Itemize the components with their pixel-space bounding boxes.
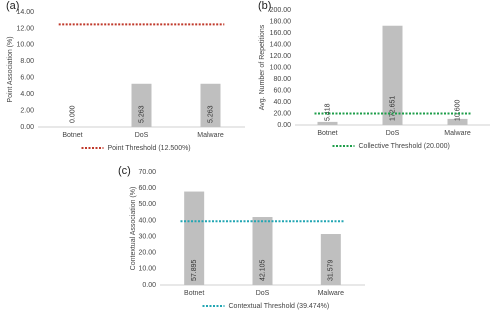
x-tick-label: Botnet — [62, 132, 82, 139]
x-tick-label: DoS — [256, 290, 270, 297]
x-tick-label: Botnet — [184, 290, 204, 297]
value-label: 10.600 — [454, 99, 461, 121]
bar — [131, 83, 152, 127]
y-tick-label: 200.00 — [270, 7, 292, 14]
y-tick-label: 12.00 — [16, 25, 34, 32]
value-label: 57.895 — [191, 259, 198, 281]
y-axis-title: Avg. Number of Repetitions — [259, 24, 266, 110]
bar — [200, 83, 221, 127]
value-label: 31.579 — [328, 259, 335, 281]
x-tick-label: Botnet — [317, 130, 337, 137]
y-tick-label: 20.00 — [138, 250, 156, 257]
y-tick-label: 160.00 — [270, 30, 292, 37]
value-label: 172.651 — [389, 96, 396, 121]
value-label: 0.000 — [69, 105, 76, 123]
y-tick-label: 0.00 — [142, 282, 156, 289]
x-tick-label: Malware — [197, 132, 224, 139]
panel-label: (a) — [6, 0, 19, 12]
bar — [317, 121, 338, 125]
y-tick-label: 50.00 — [138, 201, 156, 208]
x-tick-label: Malware — [444, 130, 471, 137]
y-tick-label: 30.00 — [138, 233, 156, 240]
y-axis-title: Contextual Association (%) — [130, 187, 137, 271]
y-tick-label: 0.00 — [20, 124, 34, 131]
y-tick-label: 20.00 — [273, 110, 291, 117]
y-tick-label: 120.00 — [270, 53, 292, 60]
panel-label: (b) — [258, 0, 271, 12]
y-tick-label: 60.00 — [273, 87, 291, 94]
y-tick-label: 0.00 — [277, 122, 291, 129]
legend-label: Collective Threshold (20.000) — [359, 143, 450, 150]
y-tick-label: 6.00 — [20, 75, 34, 82]
y-tick-label: 2.00 — [20, 107, 34, 114]
panel-label: (c) — [118, 165, 131, 177]
y-tick-label: 140.00 — [270, 41, 292, 48]
y-tick-label: 8.00 — [20, 58, 34, 65]
value-label: 5.418 — [324, 103, 331, 121]
legend-label: Point Threshold (12.500%) — [108, 145, 191, 152]
legend-label: Contextual Threshold (39.474%) — [229, 303, 330, 310]
x-tick-label: DoS — [135, 132, 149, 139]
y-tick-label: 10.00 — [16, 42, 34, 49]
value-label: 5.263 — [207, 105, 214, 123]
y-tick-label: 40.00 — [273, 99, 291, 106]
y-axis-title: Point Association (%) — [7, 36, 14, 102]
y-tick-label: 10.00 — [138, 266, 156, 273]
y-tick-label: 80.00 — [273, 76, 291, 83]
y-tick-label: 70.00 — [138, 169, 156, 176]
y-tick-label: 60.00 — [138, 185, 156, 192]
y-tick-label: 180.00 — [270, 18, 292, 25]
bar — [184, 191, 205, 285]
y-tick-label: 14.00 — [16, 9, 34, 16]
x-tick-label: DoS — [386, 130, 400, 137]
value-label: 5.263 — [138, 105, 145, 123]
x-tick-label: Malware — [318, 290, 345, 297]
bar — [320, 234, 341, 285]
value-label: 42.105 — [259, 259, 266, 281]
bar — [252, 217, 273, 285]
y-tick-label: 40.00 — [138, 217, 156, 224]
y-tick-label: 4.00 — [20, 91, 34, 98]
y-tick-label: 100.00 — [270, 64, 292, 71]
bar — [447, 118, 468, 125]
bar — [382, 25, 403, 125]
